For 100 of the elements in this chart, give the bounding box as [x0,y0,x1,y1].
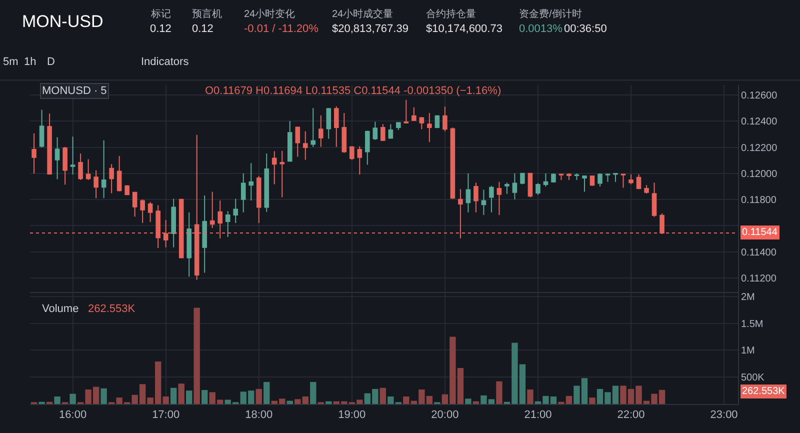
candlestick [458,188,463,239]
candlestick [504,182,510,194]
x-tick-label: 20:00 [431,409,459,422]
text: 0.0013% [519,23,563,35]
text: 262.553K [742,386,786,397]
candlestick [628,174,634,185]
text: D [47,56,55,68]
candlestick [32,132,36,174]
candlestick [280,150,285,198]
candlestick [350,146,354,160]
candlestick [652,182,657,218]
y-tick-label: 0.12600 [741,90,778,102]
candlestick [558,174,564,180]
bar [186,390,192,404]
text: 24小时变化 [244,8,296,20]
bar [100,388,107,404]
x-tick-label: 23:00 [710,409,738,422]
text: -0.01 / -11.20% [244,23,319,35]
x-tick-label: 17:00 [152,409,180,422]
candlestick [551,172,556,184]
y-tick-label: 0.12200 [741,142,778,154]
candlestick [520,172,525,185]
candlestick [39,109,44,148]
text: 合约持仓量 [426,8,476,20]
candlestick [101,140,106,199]
text: 5m [3,56,18,68]
candlestick [47,112,52,176]
bar [380,388,386,404]
candlestick [605,172,610,182]
candlestick [543,172,548,187]
bar [70,394,76,404]
candlestick [574,172,580,180]
bar [286,400,293,404]
candlestick [264,152,270,212]
text: 标记 [150,8,171,20]
candlestick [218,200,222,239]
text: Volume [42,303,79,315]
candlestick [582,176,587,192]
x-tick-label: 19:00 [338,409,366,422]
bar [54,396,60,404]
candlestick [132,191,138,218]
text: 资金费/倒计时 [519,8,582,20]
y-tick-label: 1.5M [741,318,764,330]
candlestick [372,121,378,140]
candlestick [427,112,432,143]
candlestick [233,198,238,224]
candlestick [404,99,409,124]
candlestick [140,198,145,224]
candlestick [78,152,83,180]
candlestick [442,106,448,132]
candlestick [272,150,277,185]
bar [194,308,200,404]
x-tick-label: 16:00 [59,409,87,422]
candlestick [156,204,160,249]
candlestick [466,172,471,213]
bar [202,390,208,404]
y-tick-label: 1M [741,346,755,357]
text: 00:36:50 [564,23,607,35]
candlestick [528,172,533,198]
y-tick-label: 0.11800 [741,195,777,206]
text: $20,813,767.39 [332,23,408,35]
candlestick [202,195,207,274]
candlestick [357,146,362,176]
candlestick [116,156,122,192]
bar [178,384,184,404]
candlestick [70,136,76,175]
candlestick [163,219,168,248]
candlestick [310,107,316,148]
bar [472,401,480,404]
candlestick [450,126,456,200]
candlestick [365,130,370,166]
candlestick [342,112,347,154]
bar [496,381,502,404]
text: 预言机 [192,8,222,20]
y-tick-label: 0.11400 [741,247,777,258]
candlestick [334,106,339,148]
candlestick [225,210,230,238]
candlestick [536,182,540,196]
x-tick-label: 22:00 [617,409,645,422]
candlestick [613,172,618,182]
candlestick [388,124,394,140]
chart-title: MON-USD [22,12,104,31]
candlestick [240,172,246,213]
candlestick [171,198,176,248]
candlestick [489,185,494,213]
bar [170,388,177,404]
candlestick [419,116,424,130]
candlestick [396,122,401,131]
candlestick [302,130,308,160]
candlestick [318,114,324,148]
candlestick [434,114,440,129]
y-tick-label: 0.12400 [741,116,778,128]
bar [294,399,301,404]
candlestick [148,202,153,223]
candlestick [178,198,184,258]
y-tick-label: 0.12000 [741,168,778,180]
y-tick-label: 0.11200 [741,273,777,284]
text: Indicators [141,56,190,68]
candlestick [566,172,572,180]
text: 0.12 [150,23,172,35]
